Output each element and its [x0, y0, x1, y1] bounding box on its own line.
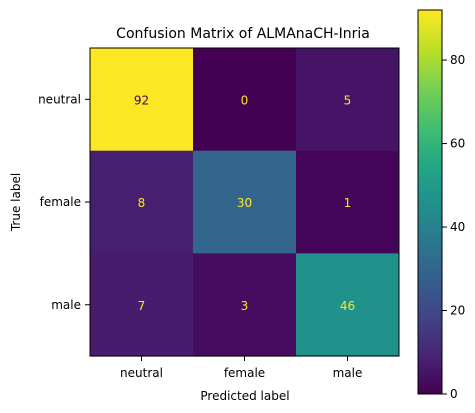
heatmap-cell [193, 48, 297, 152]
cell-value-label: 92 [134, 93, 149, 107]
heatmap-cell [296, 150, 400, 254]
colorbar-tick-label: 20 [450, 304, 465, 318]
colorbar-tick-label: 40 [450, 220, 465, 234]
cell-value-label: 46 [340, 299, 355, 313]
colorbar-tick-label: 0 [450, 387, 458, 401]
y-tick-label: neutral [38, 92, 81, 106]
heatmap-cell [296, 48, 400, 152]
y-tick-label: female [40, 195, 81, 209]
x-axis-ticks: neutral female male [120, 356, 362, 380]
x-tick-label: female [224, 366, 265, 380]
chart-title: Confusion Matrix of ALMAnaCH-Inria [116, 26, 370, 42]
x-tick-label: neutral [120, 366, 163, 380]
cell-value-label: 3 [241, 299, 249, 313]
cell-value-label: 1 [344, 196, 352, 210]
y-axis-label: True label [9, 173, 23, 232]
heatmap-cell [193, 150, 297, 254]
heatmap-cell [90, 253, 194, 357]
heatmap-cell [193, 253, 297, 357]
x-tick-label: male [333, 366, 363, 380]
heatmap-cell [90, 150, 194, 254]
colorbar-tick-label: 60 [450, 137, 465, 151]
heatmap-cell-labels: 92 0 5 8 30 1 7 3 46 [134, 93, 355, 312]
heatmap-cell [296, 253, 400, 357]
colorbar [417, 9, 443, 395]
y-tick-label: male [51, 298, 81, 312]
cell-value-label: 8 [138, 196, 146, 210]
cell-value-label: 0 [241, 93, 249, 107]
x-axis-label: Predicted label [200, 389, 289, 403]
heatmap-cell [90, 48, 194, 152]
colorbar-ticks: 0 20 40 60 80 [442, 53, 465, 401]
heatmap-cells [90, 48, 400, 357]
y-axis-ticks: neutral female male [38, 92, 90, 312]
cell-value-label: 5 [344, 93, 352, 107]
cell-value-label: 7 [138, 299, 146, 313]
cell-value-label: 30 [237, 196, 252, 210]
colorbar-tick-label: 80 [450, 53, 465, 67]
